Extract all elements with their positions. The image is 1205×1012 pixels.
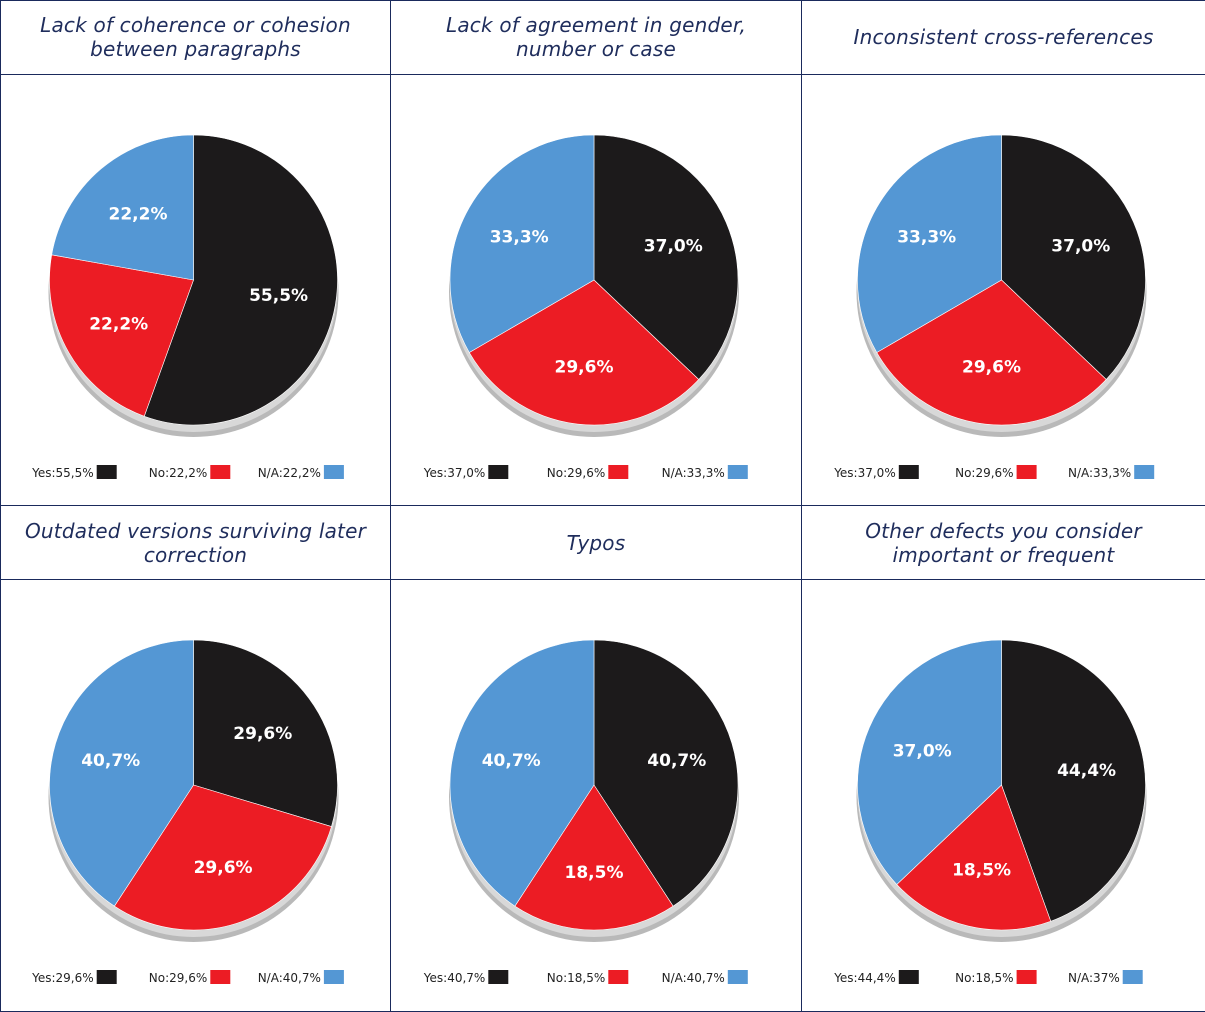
slice-label-no-6: 18,5% [952,861,1011,881]
slice-label-yes-3: 37,0% [1051,236,1110,256]
slice-label-na-3: 33,3% [897,227,956,247]
legend-label-yes-4: Yes:29,6% [31,971,94,985]
legend-swatch-na-4 [323,969,344,984]
legend-swatch-na-5 [727,969,748,984]
chart-title-cell-6: Other defects you consider important or … [801,505,1205,580]
legend-swatch-yes-6 [898,969,919,984]
chart-title-6: Other defects you consider important or … [865,518,1142,567]
legend-label-na-1: N/A:22,2% [258,466,321,480]
legend-swatch-no-2 [608,464,629,479]
legend-label-yes-6: Yes:44,4% [833,971,896,985]
slice-label-na-2: 33,3% [490,227,549,247]
legend-swatch-yes-5 [488,969,509,984]
slice-label-no-3: 29,6% [962,357,1021,377]
chart-cell-2: 37,0% 29,6% 33,3% Yes:37,0% No:29,6% N/A:33,3… [390,73,802,507]
pie-slice-no-2 [468,279,700,425]
legend-swatch-na-3 [1134,464,1155,479]
legend-swatch-no-1 [210,464,231,479]
legend-label-no-4: No:29,6% [149,971,207,985]
slice-label-yes-1: 55,5% [249,286,308,306]
legend-swatch-no-6 [1016,969,1037,984]
legend-label-yes-2: Yes:37,0% [423,466,486,480]
pie-chart-2: 37,0% 29,6% 33,3% Yes:37,0% No:29,6% N/A:33,3… [423,134,748,480]
pie-slice-yes-1 [143,134,338,425]
legend-label-no-3: No:29,6% [955,466,1013,480]
chart-title-1: Lack of coherence or cohesion between pa… [40,13,351,62]
slice-label-yes-6: 44,4% [1057,761,1116,781]
legend-label-yes-5: Yes:40,7% [423,971,486,985]
legend-label-no-5: No:18,5% [547,971,605,985]
slice-label-yes-2: 37,0% [644,236,703,256]
legend-swatch-na-2 [727,464,748,479]
legend-label-na-5: N/A:40,7% [662,971,725,985]
chart-title-cell-1: Lack of coherence or cohesion between pa… [0,0,391,75]
chart-cell-3: 37,0% 29,6% 33,3% Yes:37,0% No:29,6% N/A:33,3… [801,73,1205,507]
legend-swatch-no-4 [210,969,231,984]
slice-label-no-1: 22,2% [89,314,148,334]
legend-label-no-2: No:29,6% [547,466,605,480]
legend-swatch-no-3 [1016,464,1037,479]
legend-label-na-6: N/A:37% [1068,971,1120,985]
pie-slice-yes-6 [1001,639,1146,922]
legend-label-yes-3: Yes:37,0% [833,466,896,480]
slice-label-no-2: 29,6% [555,357,614,377]
pie-chart-4: 29,6% 29,6% 40,7% Yes:29,6% No:29,6% N/A:40,7… [31,639,344,985]
pie-chart-5: 40,7% 18,5% 40,7% Yes:40,7% No:18,5% N/A:40,7… [423,639,748,985]
pie-chart-6: 44,4% 18,5% 37,0% Yes:44,4% No:18,5% N/A:37% [833,639,1147,985]
slice-label-na-1: 22,2% [109,204,168,224]
chart-title-cell-3: Inconsistent cross-references [801,0,1205,75]
pie-slice-no-5 [514,784,674,931]
chart-cell-5: 40,7% 18,5% 40,7% Yes:40,7% No:18,5% N/A:40,7… [390,578,802,1012]
pie-slice-na-6 [857,639,1002,885]
legend-label-na-3: N/A:33,3% [1068,466,1131,480]
pie-slice-no-4 [113,784,332,931]
chart-title-cell-5: Typos [390,505,802,580]
legend-swatch-na-6 [1122,969,1143,984]
pie-slice-yes-3 [1001,134,1146,380]
legend-swatch-no-5 [608,969,629,984]
pie-slice-na-3 [857,134,1002,353]
legend-label-no-1: No:22,2% [149,466,207,480]
pie-slice-na-4 [49,639,194,907]
chart-title-2: Lack of agreement in gender, number or c… [445,13,747,62]
pie-chart-1: 55,5% 22,2% 22,2% Yes:55,5% No:22,2% N/A:22,2… [31,134,344,480]
slice-label-no-5: 18,5% [565,863,624,883]
pie-slice-na-1 [51,134,194,280]
legend-swatch-na-1 [323,464,344,479]
chart-title-5: Typos [566,530,626,555]
slice-label-na-6: 37,0% [893,741,952,761]
pie-slice-yes-4 [193,639,338,827]
legend-label-na-2: N/A:33,3% [662,466,725,480]
legend-swatch-yes-1 [96,464,117,479]
chart-title-3: Inconsistent cross-references [853,25,1154,50]
legend-label-no-6: No:18,5% [955,971,1013,985]
chart-cell-4: 29,6% 29,6% 40,7% Yes:29,6% No:29,6% N/A:40,7… [0,578,391,1012]
pie-slice-no-3 [876,279,1107,425]
pie-chart-3: 37,0% 29,6% 33,3% Yes:37,0% No:29,6% N/A:33,3… [833,134,1155,480]
pie-slice-no-1 [49,253,194,417]
chart-title-cell-4: Outdated versions surviving later correc… [0,505,391,580]
legend-swatch-yes-4 [96,969,117,984]
chart-cell-6: 44,4% 18,5% 37,0% Yes:44,4% No:18,5% N/A:37% [801,578,1205,1012]
pie-slice-na-2 [449,134,595,353]
legend-swatch-yes-3 [898,464,919,479]
legend-swatch-yes-2 [488,464,509,479]
slice-label-no-4: 29,6% [194,858,253,878]
pie-slice-no-6 [896,784,1052,931]
legend-label-yes-1: Yes:55,5% [31,466,94,480]
chart-title-cell-2: Lack of agreement in gender, number or c… [390,0,802,75]
slice-label-na-4: 40,7% [81,751,140,771]
pie-slice-na-5 [449,639,595,907]
slice-label-na-5: 40,7% [482,751,541,771]
slice-label-yes-5: 40,7% [647,751,706,771]
slice-label-yes-4: 29,6% [233,724,292,744]
chart-title-4: Outdated versions surviving later correc… [24,518,367,567]
chart-cell-1: 55,5% 22,2% 22,2% Yes:55,5% No:22,2% N/A:22,2… [0,73,391,507]
pie-slice-yes-2 [593,134,739,380]
legend-label-na-4: N/A:40,7% [258,971,321,985]
